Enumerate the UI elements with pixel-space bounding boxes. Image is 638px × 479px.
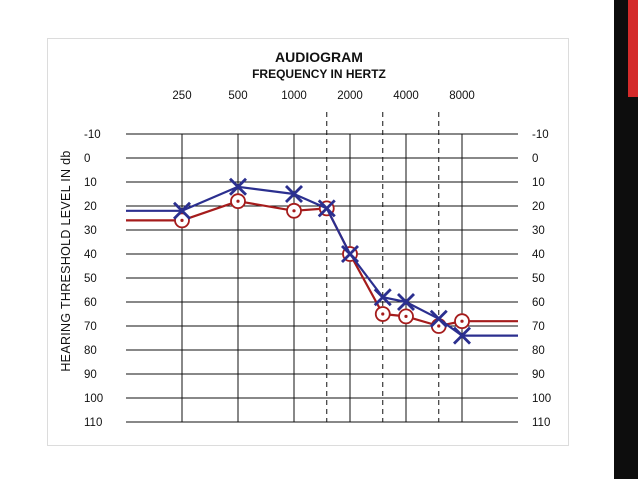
x-marker (317, 199, 336, 218)
x-marker (429, 309, 448, 328)
y-tick-label-right: 10 (532, 177, 545, 189)
o-marker (398, 308, 414, 325)
y-tick-label-right: 60 (532, 297, 545, 309)
y-axis-label: HEARING THRESHOLD LEVEL IN db (59, 150, 73, 371)
y-tick-label-left: -10 (84, 129, 101, 141)
y-tick-label-right: 40 (532, 249, 545, 261)
y-tick-label-right: 110 (532, 417, 550, 429)
x-marker (173, 201, 191, 220)
x-tick-label: 250 (172, 90, 191, 102)
y-tick-label-left: 0 (84, 153, 90, 165)
grid (126, 112, 518, 423)
y-tick-label-right: 70 (532, 321, 545, 333)
x-tick-label: 4000 (393, 90, 419, 102)
y-tick-label-left: 40 (84, 249, 97, 261)
y-tick-label-right: 90 (532, 369, 545, 381)
y-tick-label-left: 70 (84, 321, 97, 333)
o-marker (174, 212, 190, 229)
tick-labels: -10 -10 0 0 10 10 20 20 30 30 40 40 50 50 60 60 70 70 80 80… (84, 90, 551, 429)
y-tick-label-right: -10 (532, 129, 549, 141)
y-tick-label-left: 20 (84, 201, 97, 213)
o-marker (374, 306, 391, 322)
x-tick-label: 1000 (281, 90, 307, 102)
x-tick-label: 8000 (449, 90, 475, 102)
o-marker (454, 313, 470, 330)
y-tick-label-right: 20 (532, 201, 545, 213)
y-tick-label-left: 60 (84, 297, 97, 309)
x-marker (229, 177, 247, 196)
audiogram-svg: AUDIOGRAM FREQUENCY IN HERTZ HEARING THR… (59, 49, 551, 429)
y-tick-label-left: 50 (84, 273, 97, 285)
y-tick-label-left: 110 (84, 417, 102, 429)
x-marker (397, 293, 415, 311)
y-tick-label-right: 100 (532, 393, 551, 405)
o-marker (230, 193, 246, 210)
x-tick-label: 500 (228, 90, 247, 102)
x-marker (373, 288, 392, 307)
y-tick-label-left: 10 (84, 177, 97, 189)
y-tick-label-left: 30 (84, 225, 97, 237)
x-tick-label: 2000 (337, 90, 363, 102)
x-marker (453, 326, 471, 345)
y-tick-label-right: 50 (532, 273, 545, 285)
audiogram-chart: AUDIOGRAM FREQUENCY IN HERTZ HEARING THR… (47, 38, 569, 446)
x-marker (341, 245, 359, 263)
chart-title: AUDIOGRAM (275, 49, 363, 65)
o-marker (286, 202, 302, 219)
x-marker (285, 185, 303, 203)
y-tick-label-left: 80 (84, 345, 97, 357)
series (126, 177, 518, 345)
slide-accent-bar (628, 0, 638, 97)
y-tick-label-left: 100 (84, 393, 103, 405)
y-tick-label-right: 30 (532, 225, 545, 237)
y-tick-label-right: 80 (532, 345, 545, 357)
y-tick-label-right: 0 (532, 153, 538, 165)
y-tick-label-left: 90 (84, 369, 97, 381)
chart-subtitle: FREQUENCY IN HERTZ (252, 67, 386, 81)
